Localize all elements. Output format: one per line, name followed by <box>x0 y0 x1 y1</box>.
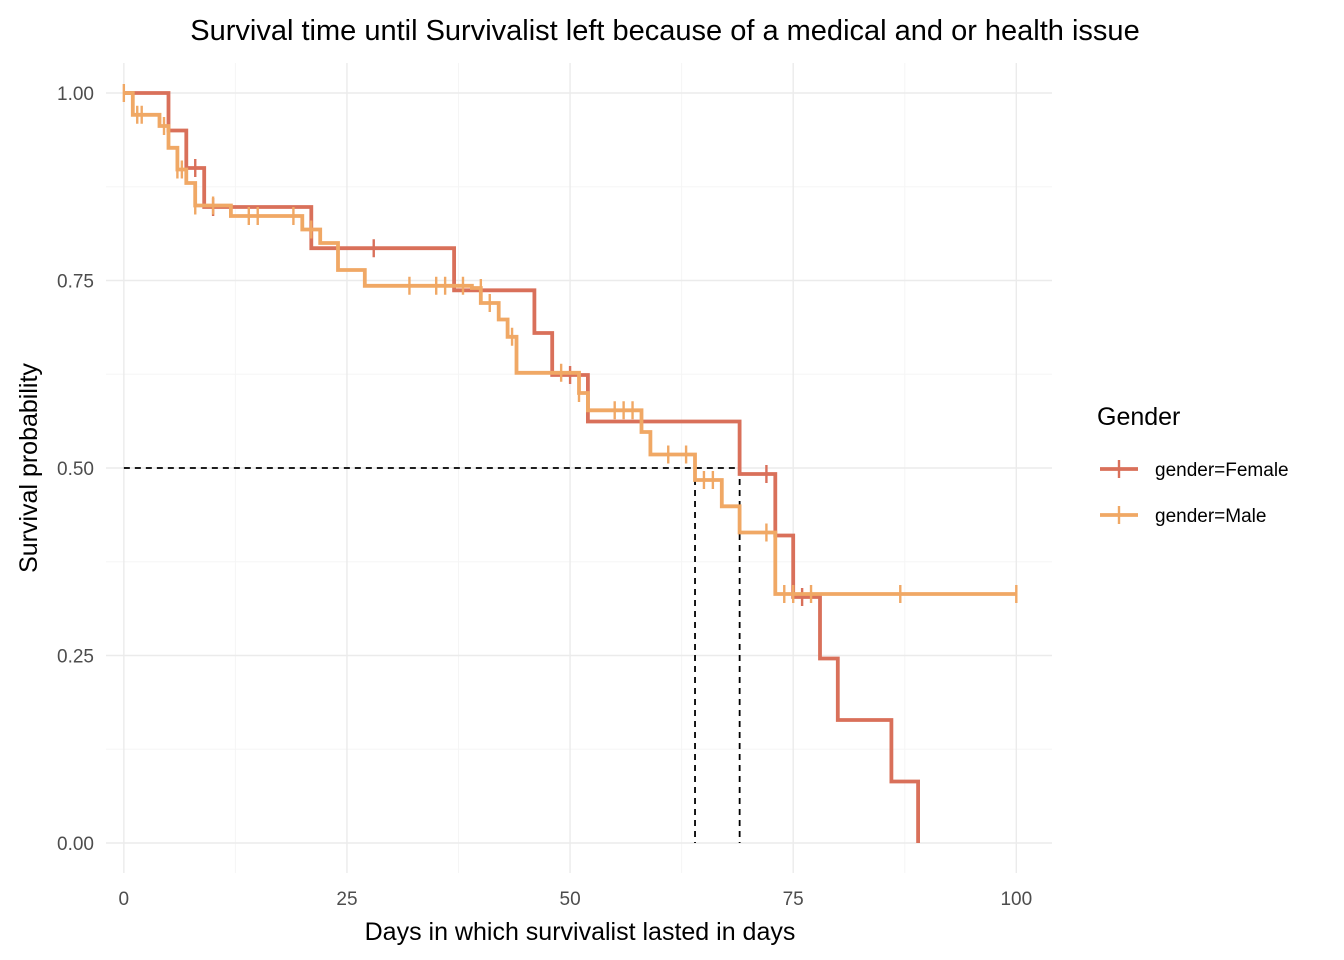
grid <box>106 63 1052 873</box>
y-axis-title: Survival probability <box>15 363 43 573</box>
x-tick-label: 75 <box>783 889 804 910</box>
y-tick-label: 0.25 <box>57 647 94 668</box>
series-1 <box>122 84 1018 603</box>
y-tick-label: 1.00 <box>57 84 94 105</box>
legend-title: Gender <box>1097 403 1180 431</box>
y-tick-label: 0.50 <box>57 459 94 480</box>
legend: Gender gender=Female gender=Male <box>1097 403 1289 527</box>
x-tick-label: 100 <box>1000 889 1032 910</box>
chart-title: Survival time until Survivalist left bec… <box>190 15 1139 47</box>
y-tick-label: 0.00 <box>57 834 94 855</box>
x-tick-label: 50 <box>560 889 581 910</box>
median-reference-lines <box>123 467 741 843</box>
x-axis-title: Days in which survivalist lasted in days <box>365 918 796 946</box>
survival-curve <box>123 91 920 843</box>
y-tick-label: 0.75 <box>57 272 94 293</box>
x-tick-label: 0 <box>119 889 130 910</box>
y-axis-ticks: 0.00 0.25 0.50 0.75 1.00 <box>57 84 94 855</box>
legend-label: gender=Female <box>1155 460 1289 481</box>
x-axis-ticks: 0 25 50 75 100 <box>119 889 1033 910</box>
series-layer <box>122 84 1018 843</box>
survival-curve <box>123 91 1017 596</box>
x-tick-label: 25 <box>336 889 357 910</box>
legend-label: gender=Male <box>1155 506 1266 527</box>
legend-key <box>1100 460 1138 478</box>
legend-key <box>1100 506 1138 524</box>
